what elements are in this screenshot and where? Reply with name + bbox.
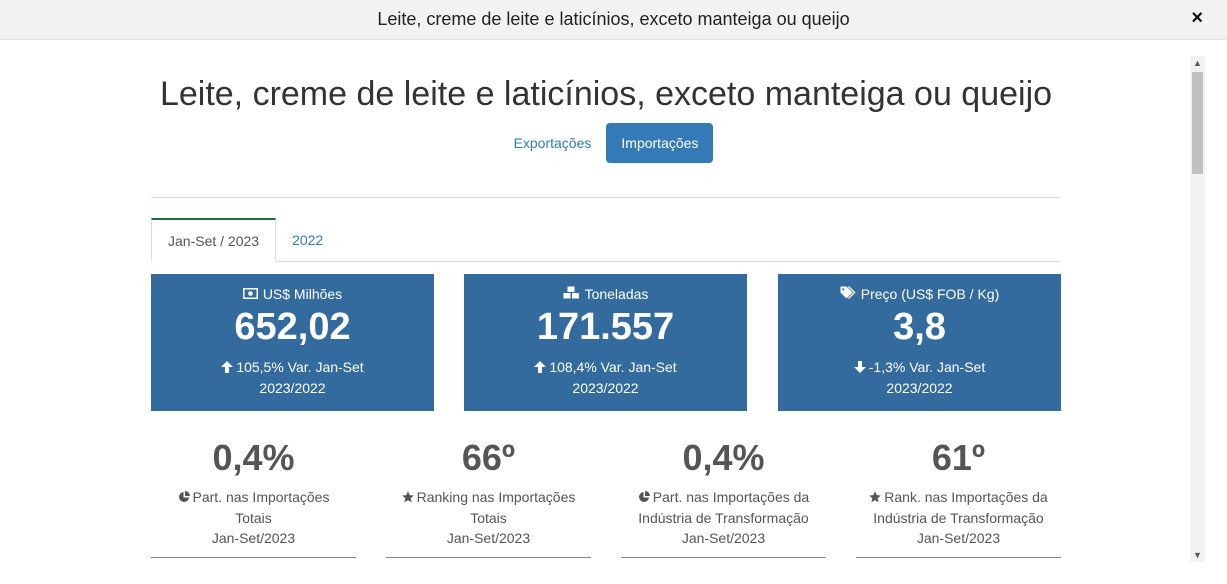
scrollbar[interactable]: ▲ ▼ — [1190, 56, 1205, 562]
rank-line2: Totais — [235, 510, 272, 526]
tab-2022[interactable]: 2022 — [292, 232, 324, 248]
stat-card-usd: US$ Milhões 652,02 105,5% Var. Jan-Set 2… — [151, 274, 434, 411]
modal-title: Leite, creme de leite e laticínios, exce… — [377, 9, 850, 29]
stat-variation: -1,3% Var. Jan-Set — [868, 359, 986, 375]
arrow-up-icon — [534, 358, 547, 378]
pie-chart-icon — [638, 488, 650, 508]
ranks-panel: 0,4% Part. nas Importações Totais Jan-Se… — [151, 435, 1061, 560]
rank-value: 61º — [931, 437, 986, 478]
arrow-up-icon — [221, 358, 234, 378]
rank-value: 0,4% — [682, 437, 765, 478]
rank-line3: Jan-Set/2023 — [681, 530, 766, 546]
scroll-thumb[interactable] — [1192, 72, 1203, 174]
stat-variation: 108,4% Var. Jan-Set — [549, 359, 677, 375]
rank-line1: Ranking nas Importações — [416, 489, 576, 505]
stat-card-preco: Preço (US$ FOB / Kg) 3,8 -1,3% Var. Jan-… — [778, 274, 1061, 411]
cubes-icon — [563, 286, 580, 302]
stat-card-toneladas: Toneladas 171.557 108,4% Var. Jan-Set 20… — [464, 274, 747, 411]
rank-line2: Totais — [470, 510, 507, 526]
rank-line2: Indústria de Transformação — [638, 510, 809, 526]
period-tabs: Jan-Set / 2023 2022 — [151, 218, 1061, 262]
divider — [151, 197, 1061, 198]
rank-line3: Jan-Set/2023 — [446, 530, 531, 546]
money-icon — [242, 286, 258, 302]
rank-value: 0,4% — [212, 437, 295, 478]
stat-variation-period: 2023/2022 — [572, 380, 639, 396]
modal-header: Leite, creme de leite e laticínios, exce… — [0, 0, 1227, 40]
tags-icon — [840, 286, 856, 302]
tab-importacoes[interactable]: Importações — [606, 123, 714, 163]
rank-line1: Rank. nas Importações da — [884, 489, 1048, 505]
rank-line1: Part. nas Importações — [192, 489, 330, 505]
star-icon — [869, 488, 882, 508]
rank-line1: Part. nas Importações da — [652, 489, 810, 505]
rank-card-ranking-totais: 66º Ranking nas Importações Totais Jan-S… — [386, 435, 591, 558]
stat-variation-period: 2023/2022 — [259, 380, 326, 396]
stat-value: 171.557 — [536, 306, 675, 348]
rank-card-part-industria: 0,4% Part. nas Importações da Indústria … — [621, 435, 826, 558]
star-icon — [401, 488, 414, 508]
tab-jan-set-2023[interactable]: Jan-Set / 2023 — [151, 218, 277, 262]
stat-label: US$ Milhões — [262, 286, 343, 302]
rank-card-rank-industria: 61º Rank. nas Importações da Indústria d… — [856, 435, 1061, 558]
modal-content: Leite, creme de leite e laticínios, exce… — [151, 40, 1061, 584]
tab-exportacoes[interactable]: Exportações — [513, 135, 592, 151]
scroll-up-icon[interactable]: ▲ — [1193, 58, 1202, 68]
close-button[interactable]: × — [1191, 7, 1203, 29]
stat-variation-period: 2023/2022 — [886, 380, 953, 396]
rank-line3: Jan-Set/2023 — [211, 530, 296, 546]
arrow-down-icon — [853, 358, 866, 378]
stat-value: 652,02 — [234, 306, 351, 348]
rank-line2: Indústria de Transformação — [873, 510, 1044, 526]
rank-line3: Jan-Set/2023 — [916, 530, 1001, 546]
stat-label: Preço (US$ FOB / Kg) — [860, 286, 1000, 302]
stat-variation: 105,5% Var. Jan-Set — [236, 359, 364, 375]
page-title: Leite, creme de leite e laticínios, exce… — [159, 75, 1053, 113]
rank-value: 66º — [461, 437, 516, 478]
stats-panel: US$ Milhões 652,02 105,5% Var. Jan-Set 2… — [151, 274, 1061, 411]
rank-card-part-totais: 0,4% Part. nas Importações Totais Jan-Se… — [151, 435, 356, 558]
pie-chart-icon — [178, 488, 190, 508]
stat-label: Toneladas — [584, 286, 649, 302]
scroll-down-icon[interactable]: ▼ — [1193, 550, 1202, 560]
flow-tabs: Exportações Importações — [151, 123, 1061, 163]
stat-value: 3,8 — [893, 306, 946, 348]
